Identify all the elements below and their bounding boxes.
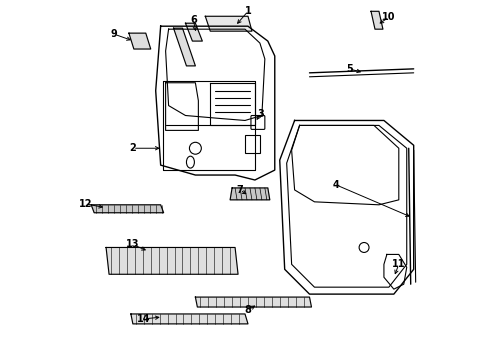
Polygon shape <box>106 247 238 274</box>
Polygon shape <box>173 28 196 66</box>
Polygon shape <box>205 16 252 31</box>
Polygon shape <box>131 314 248 324</box>
Bar <box>245 135 260 153</box>
Text: 13: 13 <box>126 239 140 249</box>
Polygon shape <box>196 297 312 307</box>
Text: 4: 4 <box>333 180 340 190</box>
Polygon shape <box>91 205 164 213</box>
Text: 5: 5 <box>346 64 353 74</box>
Text: 3: 3 <box>258 108 264 118</box>
Text: 6: 6 <box>190 15 197 25</box>
Text: 7: 7 <box>237 185 244 195</box>
Text: 8: 8 <box>245 305 251 315</box>
Polygon shape <box>185 23 202 41</box>
Text: 9: 9 <box>111 29 118 39</box>
Text: 2: 2 <box>129 143 136 153</box>
Text: 1: 1 <box>245 6 251 16</box>
Text: 10: 10 <box>382 12 395 22</box>
Text: 14: 14 <box>137 314 150 324</box>
Text: 11: 11 <box>392 259 406 269</box>
Polygon shape <box>371 11 383 29</box>
Polygon shape <box>129 33 151 49</box>
Text: 12: 12 <box>78 199 92 209</box>
Polygon shape <box>230 188 270 200</box>
